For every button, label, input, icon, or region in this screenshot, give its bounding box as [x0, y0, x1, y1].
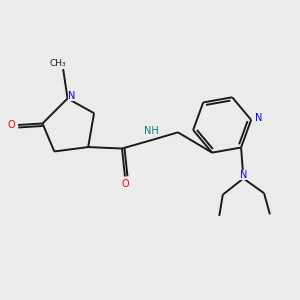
Text: N: N	[68, 92, 75, 101]
Text: O: O	[8, 120, 15, 130]
Text: O: O	[122, 179, 129, 189]
Text: N: N	[255, 113, 262, 123]
Text: N: N	[240, 170, 247, 180]
Text: NH: NH	[144, 126, 159, 136]
Text: CH₃: CH₃	[50, 59, 66, 68]
